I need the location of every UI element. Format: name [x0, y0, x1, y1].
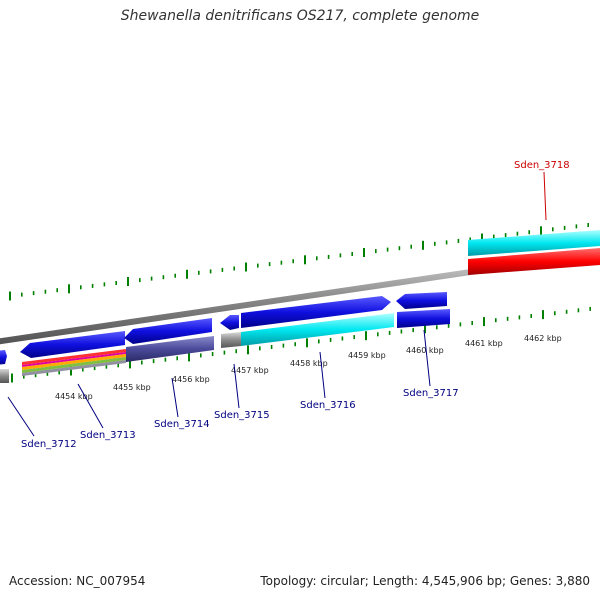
- gene-feature-3715-r[interactable]: [221, 332, 241, 348]
- gene-feature-3714[interactable]: [220, 315, 239, 330]
- gene-feature-3718[interactable]: [468, 248, 600, 275]
- gene-label-connector: [543, 171, 547, 221]
- gene-feature-3711[interactable]: [0, 350, 7, 365]
- forward-strand-track: [0, 292, 447, 365]
- scale-labels: 4454 kbp 4455 kbp 4456 kbp 4457 kbp 4458 kbp…: [55, 334, 562, 401]
- kbp-tick-label: 4461 kbp: [465, 339, 503, 348]
- accession-text: Accession: NC_007954: [9, 574, 146, 588]
- gene-label-connector: [233, 363, 240, 409]
- inner-tick-ring: [11, 306, 592, 383]
- gene-label-connector: [171, 377, 179, 418]
- gene-label[interactable]: Sden_3716: [300, 400, 356, 411]
- kbp-tick-label: 4459 kbp: [348, 351, 386, 360]
- kbp-tick-label: 4454 kbp: [55, 392, 93, 401]
- gene-label-connector: [319, 351, 326, 399]
- gene-feature-3712[interactable]: [20, 331, 125, 358]
- gene-label-connector: [7, 396, 35, 437]
- gene-feature-3716-r[interactable]: [241, 313, 394, 346]
- gene-label-connector: [77, 383, 104, 429]
- gene-label[interactable]: Sden_3713: [80, 430, 136, 441]
- map-title: Shewanella denitrificans OS217, complete…: [120, 8, 480, 24]
- gene-feature-3717-r[interactable]: [397, 309, 450, 328]
- gene-feature-3713-r4[interactable]: [22, 357, 126, 373]
- kbp-tick-label: 4462 kbp: [524, 334, 562, 343]
- gene-feature-3718-a[interactable]: [468, 230, 600, 256]
- gene-feature-3713[interactable]: [124, 318, 212, 344]
- gene-label-connector: [423, 329, 431, 387]
- gene-label[interactable]: Sden_3712: [21, 439, 77, 450]
- gene-feature-3716[interactable]: [396, 292, 447, 309]
- gene-label[interactable]: Sden_3718: [514, 160, 570, 171]
- gene-feature-3714-r[interactable]: [126, 336, 214, 362]
- kbp-tick-label: 4457 kbp: [231, 366, 269, 375]
- outer-tick-ring: [9, 223, 590, 301]
- kbp-tick-label: 4456 kbp: [172, 375, 210, 384]
- gene-feature-3713-r[interactable]: [22, 349, 126, 365]
- gene-feature-3713-r2[interactable]: [22, 352, 126, 367]
- gene-label[interactable]: Sden_3715: [214, 410, 270, 421]
- gene-label[interactable]: Sden_3714: [154, 419, 210, 430]
- kbp-tick-label: 4458 kbp: [290, 359, 328, 368]
- gene-label[interactable]: Sden_3717: [403, 388, 459, 399]
- gene-feature-3713-r3[interactable]: [22, 354, 126, 370]
- kbp-tick-label: 4460 kbp: [406, 346, 444, 355]
- gene-feature-3715[interactable]: [241, 296, 391, 328]
- genome-summary-text: Topology: circular; Length: 4,545,906 bp…: [260, 574, 590, 588]
- gene-feature-3712-r[interactable]: [0, 369, 9, 383]
- reverse-strand-track: [0, 230, 600, 383]
- kbp-tick-label: 4455 kbp: [113, 383, 151, 392]
- gene-feature-3713-r5[interactable]: [22, 360, 126, 376]
